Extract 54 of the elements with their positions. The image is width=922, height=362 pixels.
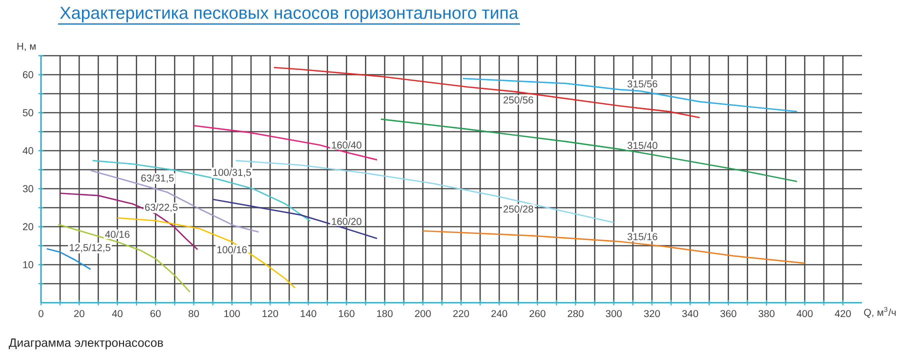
x-tick-label: 400 bbox=[796, 310, 813, 318]
x-tick-label: 0 bbox=[38, 310, 44, 318]
annotation: 250/56 bbox=[504, 96, 534, 104]
line-series bbox=[59, 192, 198, 250]
annotation: 315/56 bbox=[628, 80, 658, 88]
x-axis-title: Q, м$^{3}$/ч bbox=[864, 306, 896, 318]
line-series bbox=[462, 78, 798, 112]
line-series bbox=[58, 224, 191, 293]
x-tick-label: 60 bbox=[150, 310, 161, 318]
annotation: 160/20 bbox=[332, 218, 362, 225]
annotation: 250/28 bbox=[504, 205, 534, 213]
line-series bbox=[193, 124, 378, 160]
y-tick-label: 50 bbox=[22, 109, 34, 116]
x-tick-label: 260 bbox=[530, 310, 546, 318]
x-tick-label: 300 bbox=[606, 310, 622, 318]
x-tick-label: 100 bbox=[224, 310, 240, 318]
line-series bbox=[422, 230, 806, 264]
line-series bbox=[92, 160, 311, 222]
y-axis-title: H, м bbox=[17, 42, 36, 51]
y-tick-label: 30 bbox=[22, 185, 34, 192]
x-tick-label: 120 bbox=[262, 310, 278, 318]
annotation: 63/31,5 bbox=[141, 174, 174, 183]
chart-title: Характеристика песковых насосов горизонтального типа bbox=[60, 6, 518, 22]
x-tick-label: 20 bbox=[74, 310, 84, 318]
annotation: 12,5/12,5 bbox=[70, 244, 110, 252]
x-tick-label: 180 bbox=[377, 310, 393, 318]
annotation: 315/16 bbox=[628, 232, 658, 240]
line-series bbox=[380, 118, 798, 182]
y-tick-label: 20 bbox=[23, 223, 34, 230]
annotation: 160/40 bbox=[332, 141, 362, 149]
x-tick-label: 380 bbox=[758, 310, 774, 318]
x-tick-label: 420 bbox=[834, 310, 851, 318]
line-series bbox=[212, 198, 378, 240]
annotation: 100/31,5 bbox=[213, 168, 251, 178]
annotation: 100/16 bbox=[217, 246, 247, 254]
x-tick-label: 240 bbox=[491, 310, 508, 318]
line-series bbox=[273, 66, 700, 118]
x-tick-label: 200 bbox=[415, 310, 431, 318]
annotation: 63/22,5 bbox=[145, 204, 178, 212]
x-tick-label: 340 bbox=[682, 310, 698, 318]
x-tick-label: 220 bbox=[453, 310, 469, 318]
y-tick-label: 10 bbox=[23, 261, 34, 268]
x-tick-label: 140 bbox=[300, 310, 316, 318]
annotation: 315/40 bbox=[628, 142, 658, 149]
x-tick-label: 160 bbox=[338, 310, 354, 318]
annotation: 40/16 bbox=[105, 230, 130, 238]
x-tick-label: 360 bbox=[720, 310, 736, 318]
x-tick-label: 320 bbox=[644, 310, 660, 318]
x-tick-label: 40 bbox=[112, 310, 123, 318]
y-tick-label: 60 bbox=[23, 71, 34, 78]
text: Диаграмма электронасосов bbox=[8, 338, 163, 350]
x-tick-label: 280 bbox=[568, 310, 584, 318]
y-tick-label: 40 bbox=[22, 147, 34, 154]
x-tick-label: 80 bbox=[188, 310, 199, 318]
